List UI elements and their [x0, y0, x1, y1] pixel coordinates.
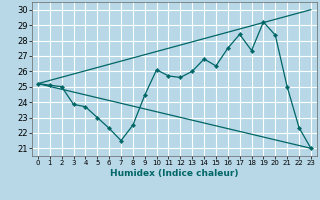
X-axis label: Humidex (Indice chaleur): Humidex (Indice chaleur) — [110, 169, 239, 178]
